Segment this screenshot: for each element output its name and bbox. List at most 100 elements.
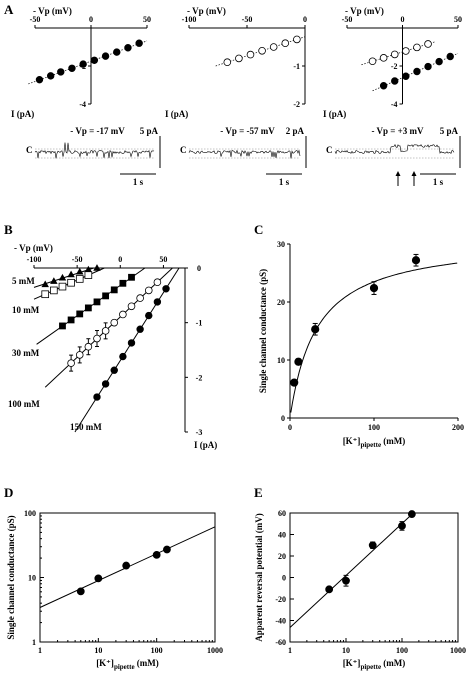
trace-voltage-label: - Vp = -17 mV — [70, 126, 125, 136]
data-point — [75, 267, 84, 275]
x-tick-label: 1 — [288, 646, 292, 655]
y-tick-label: -1 — [196, 319, 203, 328]
x-axis-title: - Vp (mV) — [33, 6, 72, 16]
scale-bar-current-label: 5 pA — [440, 126, 459, 136]
data-point — [101, 380, 110, 388]
data-point — [68, 64, 76, 72]
y-tick-label: 60 — [278, 509, 286, 518]
x-tick-label: -100 — [27, 255, 42, 264]
data-point — [93, 264, 101, 271]
data-point — [135, 39, 143, 47]
x-axis-title: - Vp (mV) — [14, 243, 53, 253]
y-axis-title: I (pA) — [165, 109, 188, 119]
data-point — [128, 273, 135, 281]
data-point — [67, 278, 75, 287]
data-point — [281, 39, 290, 47]
data-point — [59, 322, 66, 330]
y-axis-title: I (pA) — [323, 109, 346, 119]
x-axis-title-unit: (mM) — [381, 436, 405, 446]
data-point — [122, 561, 131, 570]
x-tick-label: 10 — [342, 646, 350, 655]
data-point — [67, 270, 75, 278]
x-tick-label: -50 — [30, 15, 41, 24]
x-tick-label: 0 — [118, 255, 122, 264]
data-point — [369, 283, 379, 293]
x-axis-title: [K⁺]pipette (mM) — [96, 658, 159, 671]
data-point — [124, 44, 132, 52]
data-point — [413, 67, 421, 76]
x-tick-label: 100 — [396, 646, 408, 655]
trace-voltage-label: - Vp = -57 mV — [220, 126, 275, 136]
panel-label-e: E — [254, 485, 263, 500]
regression-line — [289, 512, 414, 628]
y-tick-label: 10 — [277, 356, 285, 365]
data-point — [152, 551, 161, 559]
data-point — [76, 310, 84, 318]
x-tick-label: 100 — [151, 646, 163, 655]
scale-bar-time-label: 1 s — [433, 177, 444, 187]
x-tick-label: -50 — [242, 15, 253, 24]
data-point — [402, 47, 410, 55]
x-tick-label: -50 — [342, 15, 353, 24]
data-point — [119, 352, 127, 361]
data-point — [41, 290, 50, 299]
data-point — [57, 68, 65, 76]
y-tick-label: 30 — [277, 240, 285, 249]
y-tick-label: -60 — [275, 638, 286, 647]
data-point — [258, 46, 266, 55]
x-tick-label: 10 — [94, 646, 102, 655]
x-axis-title-unit: (mM) — [381, 658, 405, 668]
data-point — [379, 54, 388, 62]
x-axis-title-main: [K⁺] — [343, 436, 361, 446]
x-tick-label: 200 — [452, 423, 464, 432]
y-axis-title: Apparent reversal potential (mV) — [254, 513, 264, 641]
y-tick-label: 0 — [197, 264, 201, 273]
x-tick-label: 100 — [368, 423, 380, 432]
data-point — [110, 366, 118, 374]
data-point — [391, 77, 399, 85]
y-axis-title: I (pA) — [194, 440, 217, 450]
y-tick-label: 20 — [277, 298, 285, 307]
arrow-head-icon — [395, 171, 401, 176]
data-point — [153, 278, 162, 287]
x-axis-title-main: [K⁺] — [343, 658, 361, 668]
data-point — [119, 279, 127, 287]
scale-bar-current-label: 2 pA — [286, 126, 305, 136]
panel-label-d: D — [4, 485, 13, 500]
data-point — [110, 286, 118, 294]
data-point — [342, 576, 350, 585]
y-axis-title: Single channel conductance (pS) — [6, 515, 16, 639]
scale-bar-time-label: 1 s — [279, 177, 290, 187]
data-point — [58, 282, 67, 291]
panel-label-a: A — [4, 2, 14, 17]
data-point — [136, 294, 144, 302]
data-point — [119, 310, 127, 319]
data-point — [424, 40, 432, 48]
x-tick-label: -100 — [182, 15, 197, 24]
x-tick-label: 50 — [143, 15, 151, 24]
data-point — [93, 334, 101, 343]
series-label: 30 mM — [12, 348, 40, 358]
x-axis-title-unit: (mM) — [135, 658, 159, 668]
series-label: 150 mM — [70, 422, 102, 432]
data-point — [435, 57, 443, 66]
panel-a-plot-2: -100 -50 0 -1 -2 - Vp (mV) I (pA) — [165, 6, 307, 119]
data-point — [446, 52, 454, 61]
data-point — [246, 50, 255, 59]
x-tick-label: 50 — [159, 255, 167, 264]
data-point — [90, 56, 99, 64]
closed-state-label: C — [326, 145, 333, 155]
data-point — [113, 48, 121, 56]
data-point — [136, 325, 144, 333]
data-point — [293, 35, 301, 44]
data-point — [402, 72, 410, 80]
y-tick-label: -2 — [293, 100, 300, 109]
x-axis-title-subscript: pipette — [360, 663, 381, 671]
data-point — [50, 277, 58, 284]
data-point — [79, 60, 87, 68]
scale-bar-current-label: 5 pA — [140, 126, 159, 136]
x-axis-title-main: [K⁺] — [96, 658, 114, 668]
data-point — [102, 292, 110, 300]
